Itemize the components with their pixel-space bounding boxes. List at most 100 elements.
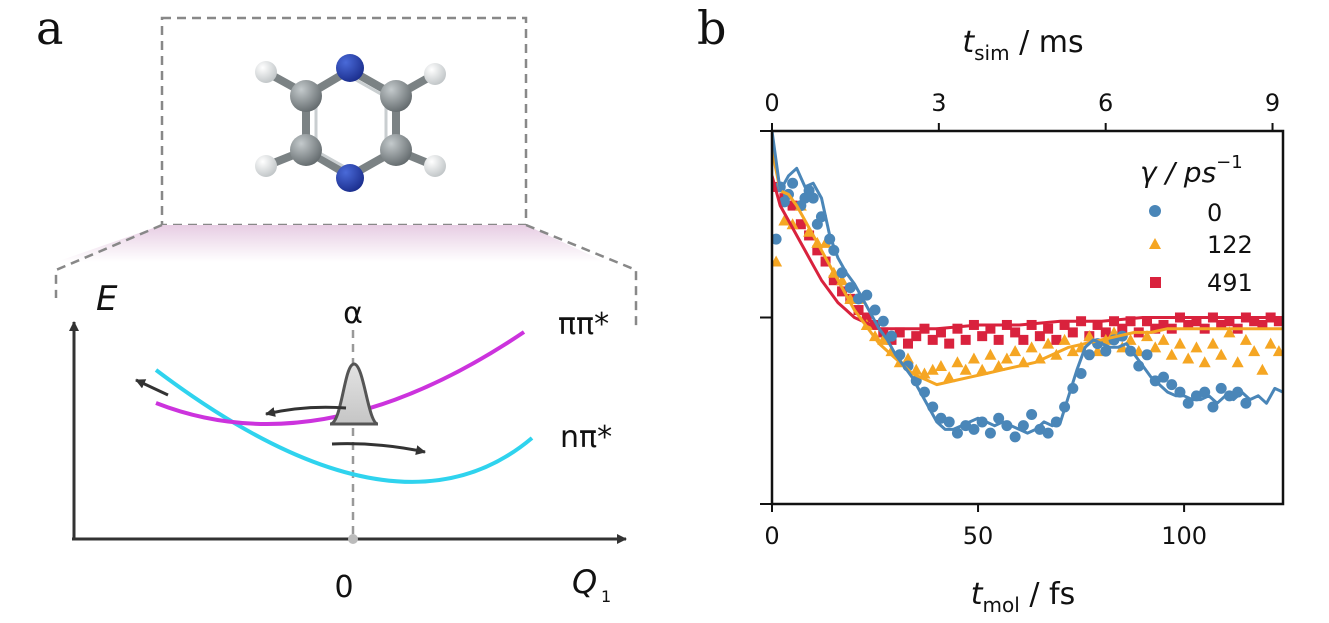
series-491-point-32: [1034, 331, 1045, 342]
series-122-point-36: [1066, 345, 1079, 357]
series-122-point-16: [901, 352, 914, 364]
series-122-point-1: [778, 214, 791, 226]
series-122-point-35: [1058, 333, 1071, 345]
series-491-point-8: [837, 286, 848, 297]
bottom-tick-label-0: 0: [764, 522, 779, 550]
series-0-point-58: [1207, 401, 1219, 413]
series-122-point-23: [959, 363, 972, 375]
series-122-point-49: [1173, 337, 1186, 349]
series-0-point-18: [877, 315, 889, 327]
series-0-point-4: [787, 177, 799, 189]
series-491-point-39: [1092, 319, 1103, 330]
coordinate-axis-subscript: 1: [601, 587, 611, 606]
series-0-point-38: [1042, 427, 1054, 439]
series-491-point-23: [960, 334, 971, 345]
series-0-point-50: [1141, 349, 1153, 361]
legend-marker-491: [1150, 277, 1161, 288]
series-122-point-58: [1248, 345, 1261, 357]
series-122-point-13: [877, 333, 890, 345]
series-122-point-29: [1009, 345, 1022, 357]
series-122-point-26: [984, 348, 997, 360]
series-122-point-53: [1206, 337, 1219, 349]
panel-b-letter: b: [697, 1, 726, 55]
series-122-point-43: [1124, 333, 1137, 345]
pipi-star-curve: [155, 330, 526, 426]
series-491-point-35: [1059, 319, 1070, 330]
legend: γ / ps−1 0 122 491: [1140, 152, 1253, 297]
series-491-point-16: [902, 338, 913, 349]
series-491-point-30: [1018, 334, 1029, 345]
series-491-point-15: [894, 327, 905, 338]
series-491-point-43: [1125, 316, 1136, 327]
series-491-point-34: [1051, 334, 1062, 345]
pyrazine-molecule-icon: [255, 54, 446, 192]
series-122-point-50: [1182, 352, 1195, 364]
series-122-point-31: [1025, 341, 1038, 353]
panel-a: a: [36, 1, 638, 606]
bottom-tick-label-50: 50: [963, 522, 994, 550]
series-491-point-27: [993, 334, 1004, 345]
series-0-point-25: [935, 412, 947, 424]
legend-label-122: 122: [1207, 231, 1253, 259]
left-arrow-icon: [265, 405, 347, 417]
legend-marker-122: [1149, 238, 1161, 249]
series-491-point-47: [1158, 319, 1169, 330]
right-arrow-icon: [331, 442, 426, 456]
series-0-point-17: [869, 304, 881, 316]
series-491-point-19: [927, 334, 938, 345]
series-491-point-55: [1224, 316, 1235, 327]
series-122-point-57: [1239, 333, 1252, 345]
series-491-point-29: [1010, 327, 1021, 338]
series-122-point-18: [918, 367, 931, 379]
series-122-point-59: [1256, 363, 1269, 375]
series-122-fit-line: [772, 149, 1283, 387]
bottom-axis-title: tmol / fs: [971, 577, 1075, 617]
legend-title-text: γ / ps: [1140, 156, 1216, 189]
series-491-point-12: [870, 319, 881, 330]
series-0-point-31: [984, 427, 996, 439]
series-0-point-16: [861, 289, 873, 301]
series-122-point-55: [1223, 326, 1236, 338]
series-122-point-17: [910, 363, 923, 375]
series-491-point-6: [820, 256, 831, 267]
series-122-point-21: [943, 371, 956, 383]
top-axis-title-base: t: [962, 25, 975, 60]
series-491-point-7: [828, 275, 839, 286]
series-122-point-56: [1231, 356, 1244, 368]
molecule-inset-box: [160, 16, 528, 227]
magnification-fade: [56, 225, 605, 262]
series-122-point-24: [967, 352, 980, 364]
panel-a-letter: a: [36, 1, 63, 55]
series-491-point-21: [944, 338, 955, 349]
series-0-point-62: [1240, 397, 1252, 409]
series-491-point-10: [853, 305, 864, 316]
series-122-point-27: [992, 359, 1005, 371]
alpha-label: α: [343, 296, 363, 331]
series-491-point-25: [977, 331, 988, 342]
series-122-point-2: [786, 218, 799, 230]
series-491-point-22: [952, 323, 963, 334]
series-491-point-2: [787, 200, 798, 211]
series-122-point-20: [934, 359, 947, 371]
wavepacket-icon: [329, 362, 379, 426]
series-0-points: [772, 177, 1252, 443]
series-491-point-59: [1257, 319, 1268, 330]
top-axis-title-unit: / ms: [1010, 25, 1084, 60]
legend-title-exponent: −1: [1216, 152, 1243, 173]
plot-frame: [770, 129, 1285, 506]
series-122-point-28: [1000, 352, 1013, 364]
series-491-point-20: [935, 327, 946, 338]
series-491-point-17: [911, 331, 922, 342]
top-tick-label-0: 0: [764, 89, 779, 117]
bottom-tick-label-100: 100: [1161, 522, 1207, 550]
series-491-point-40: [1100, 327, 1111, 338]
series-122-point-46: [1149, 341, 1162, 353]
top-axis-title-sub: sim: [974, 41, 1009, 65]
series-0-point-36: [1026, 408, 1038, 420]
series-0-point-29: [968, 423, 980, 435]
bottom-axis-title-unit: / fs: [1020, 577, 1075, 612]
energy-axis-label: E: [96, 279, 118, 319]
series-491-point-54: [1216, 319, 1227, 330]
